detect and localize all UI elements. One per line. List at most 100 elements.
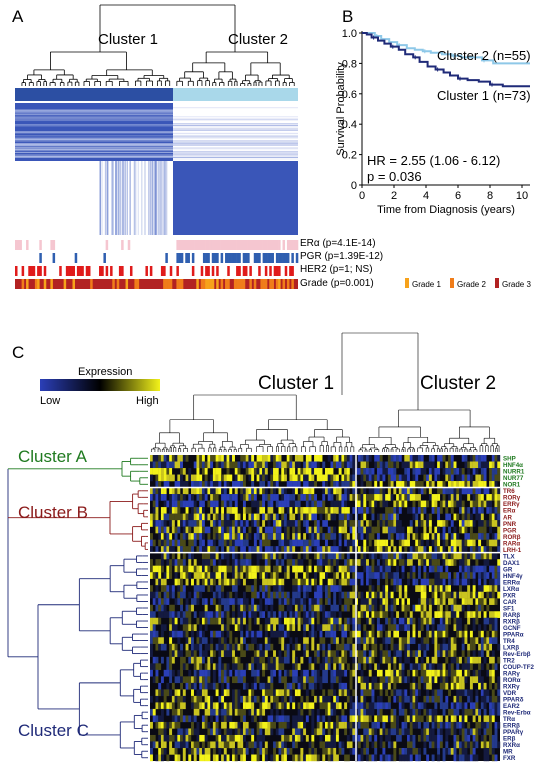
heatmap-cell <box>489 624 492 631</box>
heatmap-cell <box>467 689 471 697</box>
heatmap-cell <box>442 494 446 501</box>
matrix-stripe <box>157 161 159 235</box>
heatmap-cell <box>363 643 367 651</box>
heatmap-cell <box>308 455 312 462</box>
heatmap-cell <box>163 624 167 631</box>
heatmap-cell <box>245 663 249 671</box>
heatmap-cell <box>415 695 419 703</box>
heatmap-cell <box>325 591 328 599</box>
heatmap-cell <box>453 669 457 677</box>
heatmap-cell <box>169 507 173 514</box>
heatmap-cell <box>330 689 334 697</box>
track-cell <box>121 266 124 276</box>
heatmap-cell <box>494 539 498 547</box>
heatmap-cell <box>497 572 501 579</box>
heatmap-cell <box>360 487 364 495</box>
track-cell <box>216 240 219 250</box>
heatmap-cell <box>412 650 416 658</box>
heatmap-cell <box>448 552 451 560</box>
heatmap-cell <box>242 617 246 625</box>
heatmap-cell <box>415 585 419 592</box>
heatmap-cell <box>196 708 200 716</box>
heatmap-cell <box>453 624 457 631</box>
heatmap-cell <box>371 559 375 566</box>
heatmap-cell <box>352 643 356 651</box>
heatmap-cell <box>226 520 230 527</box>
heatmap-cell <box>475 494 479 501</box>
heatmap-cell <box>398 559 402 566</box>
heatmap-cell <box>303 578 307 586</box>
heatmap-cell <box>270 474 274 482</box>
heatmap-cell <box>191 507 194 514</box>
heatmap-cell <box>469 513 473 521</box>
heatmap-cell <box>237 513 241 521</box>
heatmap-cell <box>480 637 484 645</box>
heatmap-cell <box>480 702 484 710</box>
heatmap-cell <box>180 676 184 684</box>
heatmap-cell <box>335 565 339 573</box>
heatmap-cell <box>357 591 361 599</box>
heatmap-cell <box>434 656 438 664</box>
heatmap-cell <box>199 533 203 540</box>
heatmap-cell <box>344 604 348 612</box>
track-cell <box>187 253 190 263</box>
heatmap-cell <box>469 702 473 710</box>
heatmap-cell <box>461 598 465 605</box>
heatmap-cell <box>467 643 471 651</box>
heatmap-cell <box>199 702 203 710</box>
heatmap-cell <box>437 474 441 482</box>
heatmap-cell <box>256 468 260 475</box>
heatmap-cell <box>464 559 468 566</box>
heatmap-cell <box>171 708 175 716</box>
heatmap-cell <box>218 650 222 658</box>
heatmap-cell <box>160 598 164 605</box>
heatmap-cell <box>267 689 271 697</box>
track-cell <box>269 266 272 276</box>
heatmap-cell <box>360 468 364 475</box>
heatmap-cell <box>177 591 181 599</box>
heatmap-cell <box>371 526 375 534</box>
heatmap-cell <box>174 617 178 625</box>
heatmap-cell <box>368 689 372 697</box>
heatmap-cell <box>434 676 438 684</box>
heatmap-cell <box>335 507 339 514</box>
heatmap-cell <box>376 630 380 638</box>
heatmap-cell <box>491 565 495 573</box>
heatmap-cell <box>478 656 482 664</box>
heatmap-cell <box>297 513 301 521</box>
heatmap-cell <box>166 539 170 547</box>
heatmap-cell <box>289 500 293 508</box>
cluster2-label-c: Cluster 2 <box>420 373 496 394</box>
heatmap-cell <box>171 526 175 534</box>
heatmap-cell <box>483 637 487 645</box>
heatmap-cell <box>491 461 495 469</box>
heatmap-cell <box>385 617 389 625</box>
heatmap-cell <box>292 468 296 475</box>
heatmap-cell <box>169 539 173 547</box>
heatmap-cell <box>289 455 293 462</box>
km-hr-annotation: HR = 2.55 (1.06 - 6.12) <box>367 153 500 168</box>
panel-label-c: C <box>12 343 24 362</box>
y-tick-label: 1.0 <box>342 28 357 40</box>
track-cell <box>196 279 199 289</box>
heatmap-cell <box>390 669 394 677</box>
heatmap-cell <box>245 598 249 605</box>
heatmap-cell <box>204 598 208 605</box>
heatmap-cell <box>259 585 263 592</box>
heatmap-cell <box>275 656 279 664</box>
heatmap-cell <box>316 604 320 612</box>
matrix-stripe <box>15 135 173 137</box>
heatmap-cell <box>248 494 252 501</box>
heatmap-cell <box>251 461 255 469</box>
heatmap-cell <box>469 481 473 488</box>
matrix-stripe <box>15 143 173 145</box>
heatmap-cell <box>232 539 235 547</box>
heatmap-cell <box>431 455 435 462</box>
heatmap-cell <box>201 461 205 469</box>
heatmap-cell <box>210 500 214 508</box>
heatmap-cell <box>453 513 457 521</box>
heatmap-cell <box>182 539 186 547</box>
heatmap-cell <box>437 468 441 475</box>
heatmap-cell <box>322 585 326 592</box>
heatmap-cell <box>240 695 244 703</box>
